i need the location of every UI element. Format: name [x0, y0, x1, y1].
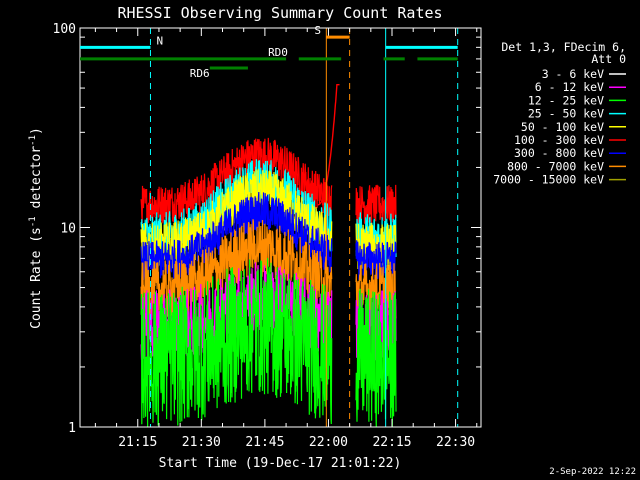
- legend-label-4: 50 - 100 keV: [521, 120, 604, 134]
- flag-label-S: S: [314, 24, 321, 37]
- legend-label-7: 800 - 7000 keV: [507, 159, 604, 173]
- legend-label-6: 300 - 800 keV: [514, 146, 604, 160]
- x-tick-label-3: 22:00: [309, 435, 348, 450]
- flag-label-N: N: [156, 34, 163, 47]
- legend-header-line1: Det 1,3, FDecim 6,: [501, 40, 626, 54]
- y-tick-label-2: 100: [53, 22, 76, 37]
- plot-layer: [79, 28, 459, 428]
- y-tick-label-1: 10: [60, 222, 76, 237]
- x-tick-label-0: 21:15: [118, 435, 157, 450]
- series-line-7-seg-0: [140, 258, 333, 428]
- series-line-0-seg-1: [355, 132, 397, 162]
- series-line-4-seg-1: [355, 240, 397, 281]
- series-line-0-seg-0: [140, 134, 333, 162]
- flag-label-RD0: RD0: [268, 46, 288, 59]
- y-axis-label: Count Rate (s-1 detector-1): [28, 127, 44, 329]
- flag-label-RD6: RD6: [190, 67, 210, 80]
- series-line-7-seg-1: [355, 288, 397, 428]
- legend-label-1: 6 - 12 keV: [535, 80, 604, 94]
- y-tick-label-0: 1: [68, 421, 76, 436]
- x-tick-label-4: 22:15: [372, 435, 411, 450]
- y-axis-label-sup1: -1: [28, 216, 38, 227]
- ticks-layer: 21:15 21:30 21:45 22:00 22:15 22:30 1 10 100: [53, 22, 481, 450]
- series-line-1-seg-0: [140, 137, 333, 226]
- y-axis-label-part2: detector: [29, 146, 44, 217]
- series-line-1-seg-1: [355, 184, 397, 224]
- legend-label-0: 3 - 6 keV: [542, 67, 604, 81]
- x-tick-label-1: 21:30: [182, 435, 221, 450]
- chart-title: RHESSI Observing Summary Count Rates: [117, 4, 442, 22]
- y-axis-label-part3: ): [29, 127, 44, 135]
- x-axis-label: Start Time (19-Dec-17 21:01:22): [159, 456, 402, 471]
- legend-label-5: 100 - 300 keV: [514, 133, 604, 147]
- y-axis-label-part1: Count Rate (s: [29, 227, 44, 329]
- flare-line: [317, 84, 340, 206]
- legend-label-3: 25 - 50 keV: [528, 107, 604, 121]
- timestamp: 2-Sep-2022 12:22: [549, 467, 636, 477]
- legend-header-line2: Att 0: [591, 52, 626, 66]
- series-line-5-seg-0: [140, 219, 333, 321]
- y-axis-label-sup2: -1: [28, 135, 38, 146]
- legend-label-8: 7000 - 15000 keV: [493, 173, 604, 187]
- legend-label-2: 12 - 25 keV: [528, 93, 604, 107]
- flag-layer: N RD0 RD6 S: [80, 24, 458, 80]
- x-tick-label-5: 22:30: [436, 435, 475, 450]
- x-tick-label-2: 21:45: [245, 435, 284, 450]
